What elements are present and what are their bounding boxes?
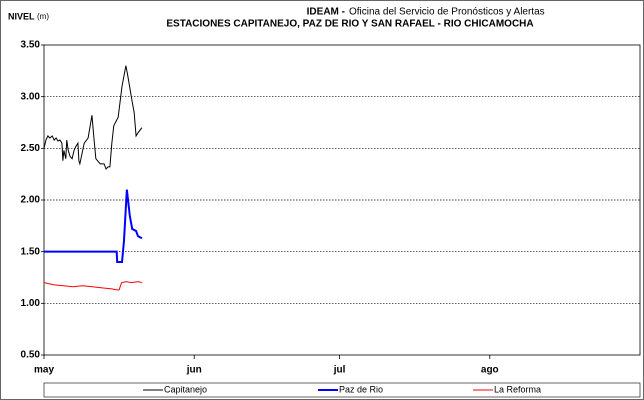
x-tick-label: jul	[333, 365, 346, 376]
series-line	[43, 65, 143, 170]
x-tick-label: may	[34, 365, 54, 376]
title-prefix: IDEAM -	[307, 7, 345, 18]
series-line	[44, 189, 143, 263]
y-axis-label: NIVEL	[8, 11, 35, 21]
y-tick-label: 1.00	[21, 298, 41, 309]
y-tick-label: 0.50	[21, 350, 41, 361]
plot-frame	[43, 44, 641, 356]
chart-subtitle: ESTACIONES CAPITANEJO, PAZ DE RIO Y SAN …	[166, 19, 533, 30]
x-tick-label: jun	[186, 365, 202, 376]
y-tick-label: 2.00	[21, 195, 41, 206]
legend-label: La Reforma	[494, 384, 541, 394]
y-tick-label: 1.50	[21, 246, 41, 257]
legend-label: Capitanejo	[164, 384, 207, 394]
series-line	[43, 281, 143, 291]
x-tick-label: ago	[481, 365, 499, 376]
y-tick-label: 3.50	[21, 40, 41, 51]
y-tick-label: 2.50	[21, 143, 41, 154]
y-axis-unit: (m)	[37, 12, 49, 21]
chart-title: Oficina del Servicio de Pronósticos y Al…	[349, 7, 545, 18]
y-tick-label: 3.00	[21, 91, 41, 102]
legend-label: Paz de Rio	[339, 384, 383, 394]
legend-box	[43, 382, 641, 398]
